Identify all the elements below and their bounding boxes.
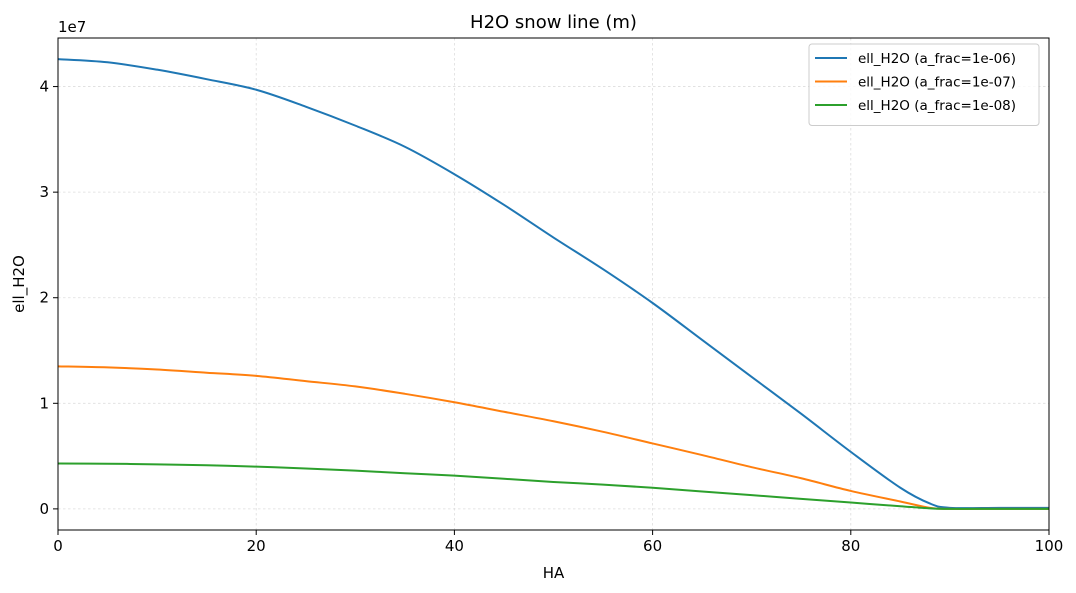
series-group [57, 58, 1049, 510]
plot-frame [57, 37, 1050, 531]
y-tick-label: 0 [39, 500, 49, 518]
y-tick-label: 3 [39, 183, 49, 201]
y-tick-label: 1 [39, 394, 49, 412]
x-tick-label: 100 [1035, 537, 1064, 555]
x-tick-label: 0 [53, 537, 63, 555]
x-tick-label: 80 [841, 537, 860, 555]
legend-entry-1: ell_H2O (a_frac=1e-06) [858, 51, 1016, 67]
x-tick-label: 20 [247, 537, 266, 555]
y-offset-label: 1e7 [58, 18, 86, 36]
x-axis-label: HA [543, 564, 565, 582]
series-line-2 [57, 365, 1049, 510]
chart-title: H2O snow line (m) [470, 12, 637, 33]
x-tick-label: 60 [643, 537, 662, 555]
ticks: 0 20 40 60 80 100 0 1 2 3 4 [39, 78, 1063, 555]
legend: ell_H2O (a_frac=1e-06) ell_H2O (a_frac=1e… [808, 43, 1040, 126]
series-line-3 [57, 462, 1049, 510]
series-line-1 [57, 58, 1049, 510]
y-tick-label: 4 [39, 78, 49, 96]
legend-entry-2: ell_H2O (a_frac=1e-07) [858, 75, 1016, 91]
y-axis-label: ell_H2O [10, 255, 29, 313]
legend-entry-3: ell_H2O (a_frac=1e-08) [858, 98, 1016, 114]
legend-box [808, 43, 1040, 126]
y-tick-label: 2 [39, 289, 49, 307]
x-tick-label: 40 [445, 537, 464, 555]
